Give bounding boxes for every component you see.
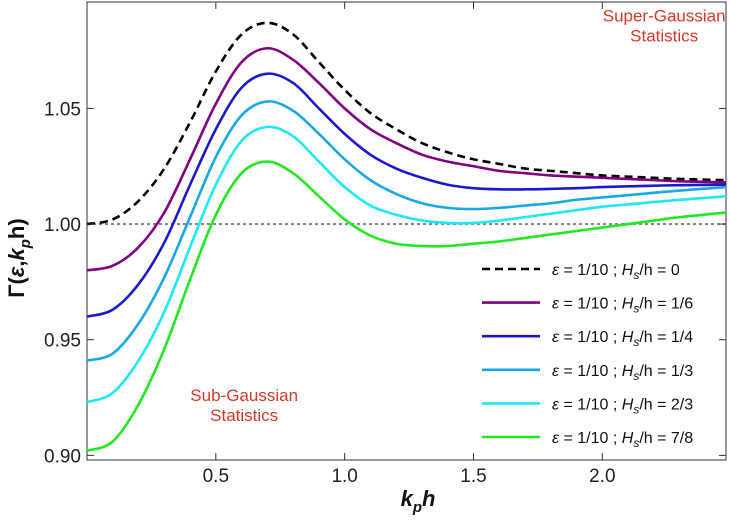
legend-label-part: H <box>622 262 634 279</box>
y-title-comma: , <box>4 260 29 266</box>
annotation-line: Statistics <box>210 406 278 425</box>
x-tick-label: 2.0 <box>589 466 615 487</box>
legend-label-part: 7/8 <box>671 430 693 447</box>
y-tick-label: 1.00 <box>44 215 81 236</box>
legend-label-part: ε <box>552 329 560 346</box>
legend-label-part: /h = <box>639 430 671 447</box>
series-layer <box>86 21 727 453</box>
legend-label: ε = 1/10 ; Hs/h = 7/8 <box>552 430 693 450</box>
legend-label-part: /h = <box>639 396 671 413</box>
legend-label-part: 1/6 <box>671 296 693 313</box>
legend-label-part: s <box>633 402 639 416</box>
legend-label-part: ε <box>552 363 560 380</box>
series-line <box>86 160 727 453</box>
legend-label-part: = 1/10 ; <box>559 296 622 313</box>
x-tick-label: 1.0 <box>331 466 357 487</box>
y-title-tail: h) <box>4 218 29 239</box>
legend-label: ε = 1/10 ; Hs/h = 1/6 <box>552 296 693 316</box>
legend-item: ε = 1/10 ; Hs/h = 0 <box>482 262 680 282</box>
plot-frame <box>86 1 727 461</box>
legend-label-part: ε <box>552 396 560 413</box>
legend: ε = 1/10 ; Hs/h = 0ε = 1/10 ; Hs/h = 1/6… <box>482 262 693 450</box>
x-title-sub: p <box>412 499 422 516</box>
x-tick-label: 0.5 <box>203 466 229 487</box>
x-tick-label: 1.5 <box>460 466 486 487</box>
legend-label-part: s <box>633 302 639 316</box>
legend-label-part: 1/3 <box>671 363 693 380</box>
legend-item: ε = 1/10 ; Hs/h = 1/3 <box>482 363 693 383</box>
legend-label-part: 1/4 <box>671 329 693 346</box>
legend-item: ε = 1/10 ; Hs/h = 2/3 <box>482 396 693 416</box>
legend-label-part: /h = <box>639 329 671 346</box>
legend-label-part: /h = <box>639 296 671 313</box>
legend-item: ε = 1/10 ; Hs/h = 7/8 <box>482 430 693 450</box>
annotation-line: Super-Gaussian <box>603 7 726 26</box>
y-tick-label: 0.90 <box>44 446 81 467</box>
legend-label-part: = 1/10 ; <box>559 329 622 346</box>
y-title-sub: p <box>17 239 34 249</box>
series-line <box>86 72 727 318</box>
annotation-super: Super-Gaussian Statistics <box>603 7 726 46</box>
annotation-sub: Sub-Gaussian Statistics <box>190 386 298 425</box>
legend-label-part: ε <box>552 430 560 447</box>
legend-label-part: = 1/10 ; <box>559 363 622 380</box>
series-line <box>86 125 727 404</box>
legend-label: ε = 1/10 ; Hs/h = 0 <box>552 262 680 282</box>
legend-label-part: ε <box>552 262 560 279</box>
legend-label-part: H <box>622 363 634 380</box>
legend-label-part: H <box>622 396 634 413</box>
legend-label-part: 2/3 <box>671 396 693 413</box>
y-title-epsilon: ε <box>4 266 29 277</box>
legend-label-part: H <box>622 329 634 346</box>
annotation-line: Sub-Gaussian <box>190 386 298 405</box>
plot-border <box>86 1 727 461</box>
y-tick-label: 1.05 <box>44 99 81 120</box>
y-axis-title: Γ(ε,kph) <box>4 218 34 297</box>
y-title-prefix: Γ( <box>4 276 29 297</box>
series-line <box>86 100 727 362</box>
legend-label-part: /h = <box>639 262 671 279</box>
legend-label-part: = 1/10 ; <box>559 396 622 413</box>
legend-label-part: /h = <box>639 363 671 380</box>
legend-label-part: = 1/10 ; <box>559 262 622 279</box>
legend-label-part: s <box>633 335 639 349</box>
annotation-line: Statistics <box>630 27 698 46</box>
y-tick-label: 0.95 <box>44 331 81 352</box>
legend-label-part: = 1/10 ; <box>559 430 622 447</box>
legend-item: ε = 1/10 ; Hs/h = 1/4 <box>482 329 693 349</box>
series-line <box>86 21 727 226</box>
x-title-h: h <box>422 486 435 511</box>
legend-label: ε = 1/10 ; Hs/h = 1/4 <box>552 329 693 349</box>
legend-label: ε = 1/10 ; Hs/h = 1/3 <box>552 363 693 383</box>
legend-label-part: s <box>633 436 639 450</box>
legend-label-part: s <box>633 268 639 282</box>
legend-label: ε = 1/10 ; Hs/h = 2/3 <box>552 396 693 416</box>
y-title-k: k <box>4 246 29 260</box>
x-title-k: k <box>401 486 415 511</box>
legend-label-part: ε <box>552 296 560 313</box>
series-line <box>86 46 727 272</box>
legend-label-part: H <box>622 296 634 313</box>
legend-label-part: 0 <box>671 262 680 279</box>
legend-label-part: H <box>622 430 634 447</box>
tick-layer: 0.5 1.0 1.5 2.0 0.90 0.95 1.00 1.05 <box>44 2 726 487</box>
legend-label-part: s <box>633 369 639 383</box>
x-axis-title: kph <box>401 486 436 516</box>
legend-item: ε = 1/10 ; Hs/h = 1/6 <box>482 296 693 316</box>
